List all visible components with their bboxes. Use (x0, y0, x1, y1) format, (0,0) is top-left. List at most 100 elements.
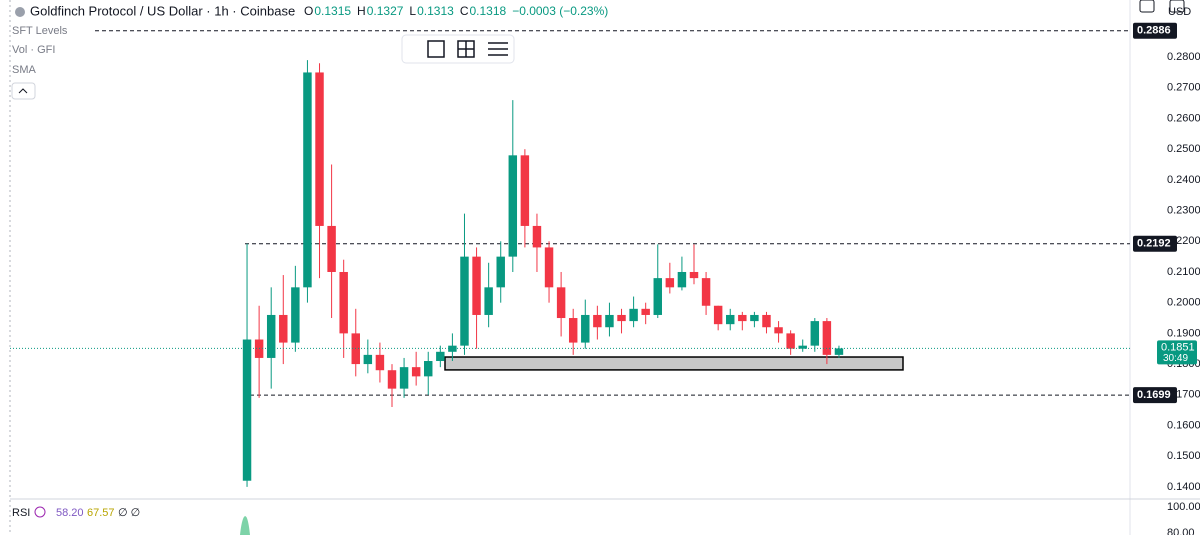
indicator[interactable]: SMA (12, 64, 37, 76)
candle-body (460, 256, 469, 346)
candle-body (266, 314, 276, 358)
rsi-shape (240, 516, 250, 535)
y-tick-label: 0.2700 (1167, 82, 1200, 94)
y-tick-label: 0.1400 (1167, 481, 1200, 493)
candle-body (472, 256, 481, 315)
candle-body (484, 287, 493, 315)
candle-body (689, 271, 699, 279)
y-tick-label: 0.2300 (1167, 204, 1200, 216)
candle-body (375, 354, 385, 371)
collapse-button[interactable] (11, 82, 36, 100)
candle-body (641, 308, 650, 315)
y-tick-label: 0.1500 (1167, 450, 1200, 462)
candle-body (713, 305, 723, 325)
candle-body (387, 370, 397, 389)
symbol: Goldfinch Protocol / US Dollar · 1h · Co… (30, 3, 295, 18)
level-label-bg (1133, 22, 1177, 39)
y-tick-label: 0.2400 (1167, 174, 1200, 186)
candle-body (424, 361, 433, 377)
candle-body (822, 321, 832, 355)
ohlc-value: 0.1315 (314, 4, 351, 18)
candle-body (798, 345, 807, 349)
ohlc-key: O (304, 4, 313, 18)
ohlc-value: 0.1313 (417, 4, 454, 18)
candle-body (496, 256, 505, 288)
rsi-tick-label: 80.00 (1167, 527, 1195, 535)
candle-body (774, 327, 783, 334)
candle-body (665, 278, 675, 288)
rsi-label: RSI (12, 507, 30, 519)
candle-body (339, 271, 348, 334)
candle-body (327, 225, 336, 272)
candle-body (617, 314, 626, 322)
candle-body (520, 155, 530, 226)
ohlc-key: H (357, 4, 366, 18)
level-label-bg (1133, 235, 1177, 252)
y-tick-label: 0.2800 (1167, 51, 1200, 63)
currency: USD (1168, 6, 1191, 18)
candle-body (762, 314, 771, 328)
rsi-tick-label: 100.00 (1167, 501, 1200, 513)
level-label-bg (1133, 387, 1177, 404)
candle-body (568, 318, 578, 343)
candle-body (593, 314, 602, 328)
level-label: 0.2886 (1137, 25, 1171, 37)
indicator[interactable]: SFT Levels (12, 25, 68, 37)
level-label: 0.1699 (1137, 389, 1171, 401)
symbol-icon (15, 7, 25, 17)
candle-body (556, 287, 566, 319)
ohlc-key: L (409, 4, 416, 18)
y-tick-label: 0.2000 (1167, 297, 1200, 309)
candle-body (701, 278, 711, 306)
rsi-value: 67.57 (87, 507, 115, 519)
y-tick-label: 0.1600 (1167, 419, 1200, 431)
last-price-bg (1157, 340, 1197, 365)
tool-lines[interactable] (458, 41, 508, 57)
level-label: 0.2192 (1137, 238, 1171, 250)
rsi-value: 58.20 (56, 507, 84, 519)
candle-body (810, 321, 820, 346)
ohlc-value: 0.1318 (469, 4, 506, 18)
rsi-icon (34, 506, 46, 518)
camera-button[interactable] (1139, 0, 1155, 13)
rsi-extra: ∅ ∅ (118, 507, 140, 519)
settings-button[interactable] (1169, 0, 1185, 13)
tool-rect[interactable] (427, 40, 445, 58)
candle-body (508, 155, 518, 257)
candle-body (653, 278, 662, 315)
collapse-icon (18, 88, 28, 94)
candle-body (544, 247, 554, 288)
candle-body (291, 287, 300, 343)
candle-body (726, 314, 735, 325)
last-price-label: 0.1851 (1161, 341, 1195, 353)
candle-body (738, 314, 747, 322)
candle-body (399, 367, 409, 389)
candle-body (605, 314, 614, 328)
candle-body (436, 351, 445, 362)
indicator[interactable]: Vol · GFI (12, 44, 55, 56)
candle-body (677, 271, 687, 288)
y-tick-label: 0.2100 (1167, 266, 1200, 278)
change: −0.0003 (−0.23%) (512, 4, 608, 18)
candle-body (315, 72, 324, 226)
candle-body (448, 345, 457, 352)
candle-body (303, 72, 312, 288)
candle-body (834, 348, 844, 355)
y-tick-label: 0.2500 (1167, 143, 1200, 155)
candle-body (786, 333, 795, 349)
candle-body (242, 339, 252, 481)
candle-body (411, 367, 421, 377)
candle-body (750, 314, 759, 322)
candle-body (532, 225, 542, 248)
ohlc-value: 0.1327 (367, 4, 404, 18)
zone (444, 356, 904, 371)
candle-body (629, 308, 638, 322)
candle-body (581, 314, 590, 343)
y-tick-label: 0.2600 (1167, 112, 1200, 124)
countdown: 30:49 (1163, 353, 1188, 364)
ohlc-key: C (460, 4, 469, 18)
y-tick-label: 0.1900 (1167, 327, 1200, 339)
candle-body (363, 354, 373, 365)
